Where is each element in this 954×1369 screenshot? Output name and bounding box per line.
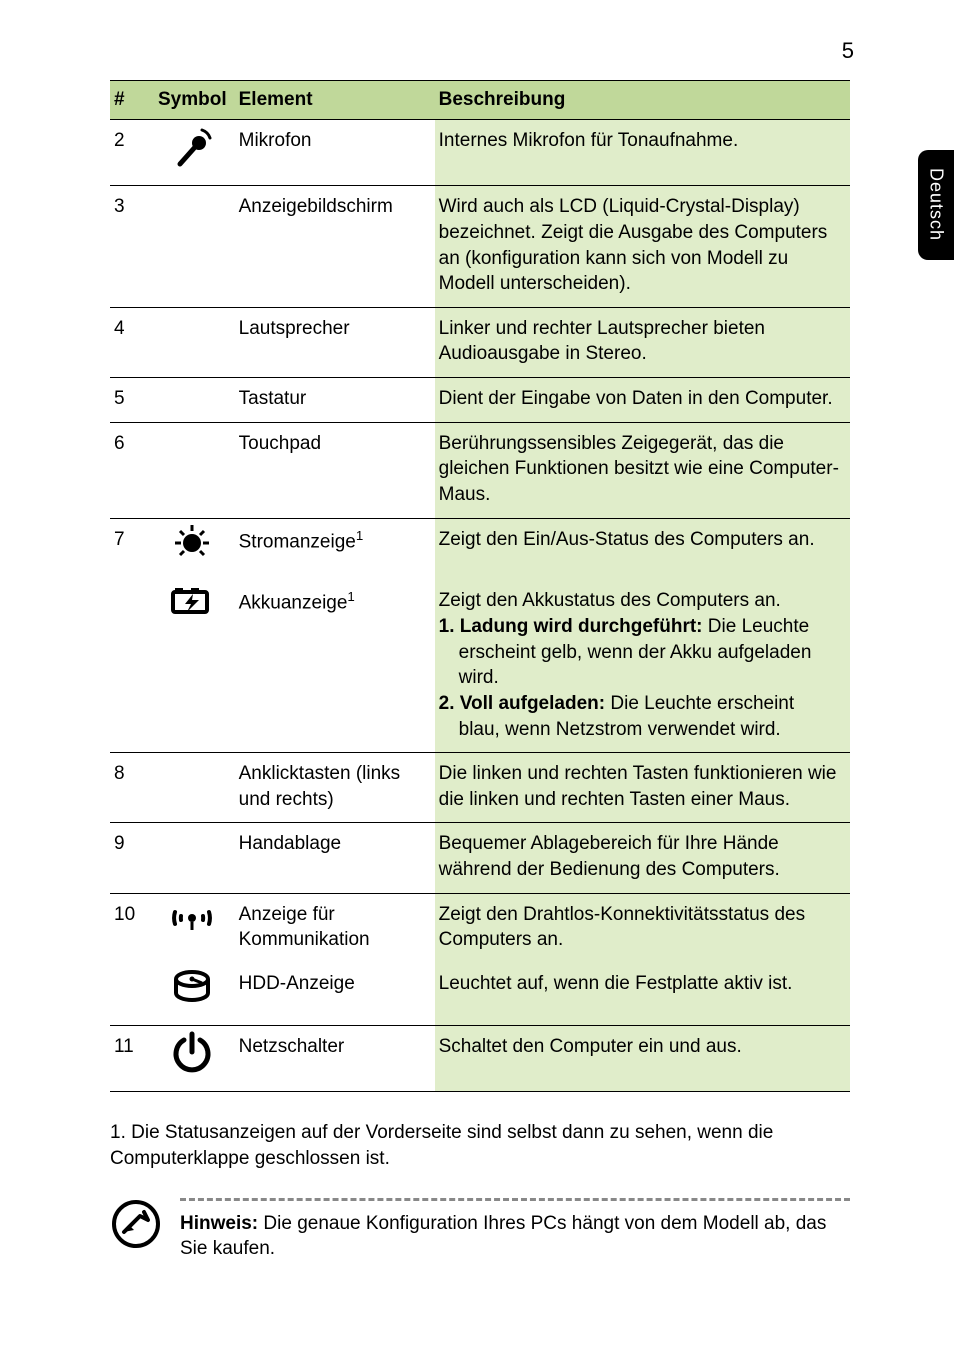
- element-name: Lautsprecher: [235, 307, 435, 377]
- row-number: 11: [110, 1025, 154, 1092]
- row-number: 6: [110, 422, 154, 518]
- battery-icon: [154, 580, 235, 752]
- element-description: Die linken und rechten Tasten funktionie…: [435, 753, 850, 823]
- element-description: Schaltet den Computer ein und aus.: [435, 1025, 850, 1092]
- element-description: Zeigt den Drahtlos-Konnektivitätsstatus …: [435, 893, 850, 963]
- spec-table: # Symbol Element Beschreibung 2 MikrofonI…: [110, 80, 850, 1092]
- main-content: # Symbol Element Beschreibung 2 MikrofonI…: [110, 80, 850, 1262]
- row-number: [110, 580, 154, 752]
- element-name: Anklicktasten (links und rechts): [235, 753, 435, 823]
- table-row: 10 Anzeige für KommunikationZeigt den Dra…: [110, 893, 850, 963]
- element-name: Anzeigebildschirm: [235, 186, 435, 308]
- row-number: 5: [110, 378, 154, 423]
- row-number: 7: [110, 518, 154, 580]
- row-number: 4: [110, 307, 154, 377]
- element-name: Anzeige für Kommunikation: [235, 893, 435, 963]
- power-icon: [154, 1025, 235, 1092]
- note-body: Die genaue Konfiguration Ihres PCs hängt…: [180, 1213, 826, 1260]
- empty-icon: [154, 823, 235, 893]
- empty-icon: [154, 753, 235, 823]
- element-description: Dient der Eingabe von Daten in den Compu…: [435, 378, 850, 423]
- element-name: Akkuanzeige1: [235, 580, 435, 752]
- language-tab: Deutsch: [918, 150, 954, 260]
- element-description: Internes Mikrofon für Tonaufnahme.: [435, 119, 850, 186]
- element-name: Netzschalter: [235, 1025, 435, 1092]
- table-row: 8 Anklicktasten (links und rechts)Die lin…: [110, 753, 850, 823]
- table-row: 6 TouchpadBerührungssensibles Zeigegerät,…: [110, 422, 850, 518]
- wifi-icon: [154, 893, 235, 963]
- element-description: Zeigt den Ein/Aus-Status des Computers a…: [435, 518, 850, 580]
- element-description: Berührungssensibles Zeigegerät, das die …: [435, 422, 850, 518]
- empty-icon: [154, 422, 235, 518]
- note-icon: [110, 1198, 166, 1255]
- table-header-row: # Symbol Element Beschreibung: [110, 81, 850, 120]
- table-row: Akkuanzeige1Zeigt den Akkustatus des Com…: [110, 580, 850, 752]
- element-name: HDD-Anzeige: [235, 963, 435, 1025]
- element-name: Stromanzeige1: [235, 518, 435, 580]
- element-name: Tastatur: [235, 378, 435, 423]
- dotted-separator: [180, 1198, 850, 1201]
- header-desc: Beschreibung: [435, 81, 850, 120]
- table-row: 11 NetzschalterSchaltet den Computer ein …: [110, 1025, 850, 1092]
- element-description: Leuchtet auf, wenn die Festplatte aktiv …: [435, 963, 850, 1025]
- footnote: 1. Die Statusanzeigen auf der Vorderseit…: [110, 1120, 850, 1171]
- table-row: 7 Stromanzeige1Zeigt den Ein/Aus-Status d…: [110, 518, 850, 580]
- note-block: Hinweis: Die genaue Konfiguration Ihres …: [110, 1198, 850, 1262]
- table-row: 3 AnzeigebildschirmWird auch als LCD (Liq…: [110, 186, 850, 308]
- hdd-icon: [154, 963, 235, 1025]
- table-row: 9 HandablageBequemer Ablagebereich für Ih…: [110, 823, 850, 893]
- row-number: 2: [110, 119, 154, 186]
- header-element: Element: [235, 81, 435, 120]
- table-row: HDD-AnzeigeLeuchtet auf, wenn die Festpl…: [110, 963, 850, 1025]
- row-number: [110, 963, 154, 1025]
- element-description: Wird auch als LCD (Liquid-Crystal-Displa…: [435, 186, 850, 308]
- table-row: 5 TastaturDient der Eingabe von Daten in …: [110, 378, 850, 423]
- row-number: 10: [110, 893, 154, 963]
- element-description: Bequemer Ablagebereich für Ihre Hände wä…: [435, 823, 850, 893]
- empty-icon: [154, 378, 235, 423]
- empty-icon: [154, 307, 235, 377]
- row-number: 8: [110, 753, 154, 823]
- element-name: Touchpad: [235, 422, 435, 518]
- header-symbol: Symbol: [154, 81, 235, 120]
- row-number: 3: [110, 186, 154, 308]
- table-row: 4 LautsprecherLinker und rechter Lautspre…: [110, 307, 850, 377]
- element-description: Zeigt den Akkustatus des Computers an.1.…: [435, 580, 850, 752]
- element-name: Mikrofon: [235, 119, 435, 186]
- empty-icon: [154, 186, 235, 308]
- element-description: Linker und rechter Lautsprecher bieten A…: [435, 307, 850, 377]
- header-num: #: [110, 81, 154, 120]
- mic-icon: [154, 119, 235, 186]
- power-led-icon: [154, 518, 235, 580]
- row-number: 9: [110, 823, 154, 893]
- element-name: Handablage: [235, 823, 435, 893]
- page-number: 5: [842, 38, 854, 64]
- table-row: 2 MikrofonInternes Mikrofon für Tonaufnah…: [110, 119, 850, 186]
- note-label: Hinweis:: [180, 1213, 258, 1234]
- note-text-wrap: Hinweis: Die genaue Konfiguration Ihres …: [180, 1198, 850, 1262]
